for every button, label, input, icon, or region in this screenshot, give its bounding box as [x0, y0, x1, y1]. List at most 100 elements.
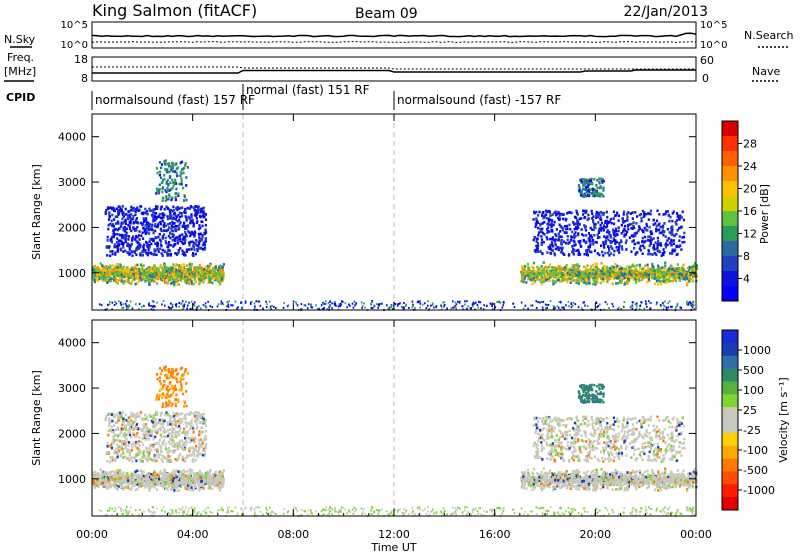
power-ground-cell [596, 306, 598, 308]
power-echo-cell [109, 254, 112, 258]
power-echo-cell [606, 230, 609, 234]
power-ground-cell [469, 307, 471, 309]
power-echo-cell [585, 209, 588, 213]
power-echo-cell [174, 196, 177, 199]
power-echo-cell [165, 229, 168, 233]
power-echo-cell [578, 241, 581, 245]
power-echo-cell [95, 274, 98, 278]
power-echo-cell [146, 274, 149, 278]
power-echo-cell [639, 213, 643, 216]
power-echo-cell [593, 234, 596, 237]
power-echo-cell [602, 272, 605, 276]
power-echo-cell [174, 218, 177, 221]
power-ground-cell [344, 302, 347, 305]
power-echo-cell [179, 215, 182, 219]
power-echo-cell [147, 224, 151, 228]
power-echo-cell [210, 273, 213, 277]
power-ground-cell [618, 306, 620, 309]
power-echo-cell [174, 170, 177, 173]
power-echo-cell [561, 251, 564, 254]
power-echo-cell [133, 221, 136, 224]
power-echo-cell [563, 225, 567, 228]
power-echo-cell [636, 215, 639, 218]
power-echo-cell [612, 217, 615, 220]
power-echo-cell [673, 269, 676, 273]
power-ground-cell [268, 300, 271, 303]
power-echo-cell [574, 226, 578, 229]
power-echo-cell [625, 270, 628, 273]
power-echo-cell [607, 276, 610, 279]
power-echo-cell [645, 272, 648, 276]
power-echo-cell [557, 236, 561, 239]
power-echo-cell [604, 220, 607, 223]
power-echo-cell [531, 276, 534, 280]
power-echo-cell [682, 271, 686, 274]
power-echo-cell [149, 237, 152, 241]
power-ground-cell [689, 302, 692, 305]
power-echo-cell [640, 216, 643, 220]
power-echo-cell [122, 246, 125, 249]
power-echo-cell [548, 269, 551, 273]
power-ground-cell [411, 306, 413, 309]
power-echo-cell [628, 236, 632, 239]
power-echo-cell [555, 234, 558, 237]
power-echo-cell [557, 210, 560, 214]
power-ground-cell [286, 305, 289, 308]
power-echo-cell [644, 272, 647, 275]
power-echo-cell [190, 213, 193, 216]
power-echo-cell [616, 276, 619, 280]
power-echo-cell [624, 241, 627, 245]
power-echo-cell [660, 254, 663, 257]
power-echo-cell [595, 262, 598, 266]
power-echo-cell [638, 247, 641, 250]
power-echo-cell [567, 211, 570, 214]
power-echo-cell [168, 210, 172, 214]
power-echo-cell [182, 186, 185, 190]
power-echo-cell [197, 205, 200, 208]
power-echo-cell [553, 238, 556, 242]
power-echo-cell [612, 265, 615, 269]
power-echo-cell [648, 225, 651, 229]
power-ground-cell [649, 301, 651, 304]
power-echo-cell [647, 218, 650, 221]
power-echo-cell [217, 280, 220, 283]
power-ground-cell [400, 305, 403, 308]
power-echo-cell [121, 267, 124, 270]
power-echo-cell [132, 206, 135, 210]
power-echo-cell [572, 279, 575, 282]
power-echo-cell [569, 211, 572, 214]
power-echo-cell [671, 212, 674, 215]
power-echo-cell [583, 252, 586, 256]
power-echo-cell [587, 237, 590, 240]
power-echo-cell [652, 218, 655, 222]
power-echo-cell [124, 236, 127, 240]
power-ground-cell [586, 305, 589, 308]
power-echo-cell [594, 283, 597, 286]
power-echo-cell [190, 233, 193, 236]
power-echo-cell [671, 248, 674, 252]
power-echo-cell [142, 271, 145, 275]
power-ground-cell [537, 301, 539, 303]
power-echo-cell [631, 271, 634, 275]
power-echo-cell [537, 244, 540, 248]
power-echo-cell [198, 263, 201, 267]
power-echo-cell [198, 208, 201, 211]
power-echo-cell [579, 239, 582, 243]
power-echo-cell [662, 248, 665, 251]
power-echo-cell [564, 227, 567, 231]
power-echo-cell [674, 248, 677, 251]
power-echo-cell [202, 274, 205, 277]
power-echo-cell [652, 266, 655, 270]
power-echo-cell [564, 273, 567, 276]
power-echo-cell [105, 274, 108, 277]
power-echo-cell [560, 272, 563, 276]
power-echo-cell [120, 273, 123, 277]
power-echo-cell [540, 241, 543, 244]
power-echo-cell [542, 215, 545, 218]
power-ground-cell [454, 301, 457, 304]
power-echo-cell [123, 213, 126, 216]
power-echo-cell [188, 244, 191, 247]
power-echo-cell [632, 273, 635, 277]
power-echo-cell [526, 270, 529, 274]
power-ground-cell [414, 307, 416, 309]
